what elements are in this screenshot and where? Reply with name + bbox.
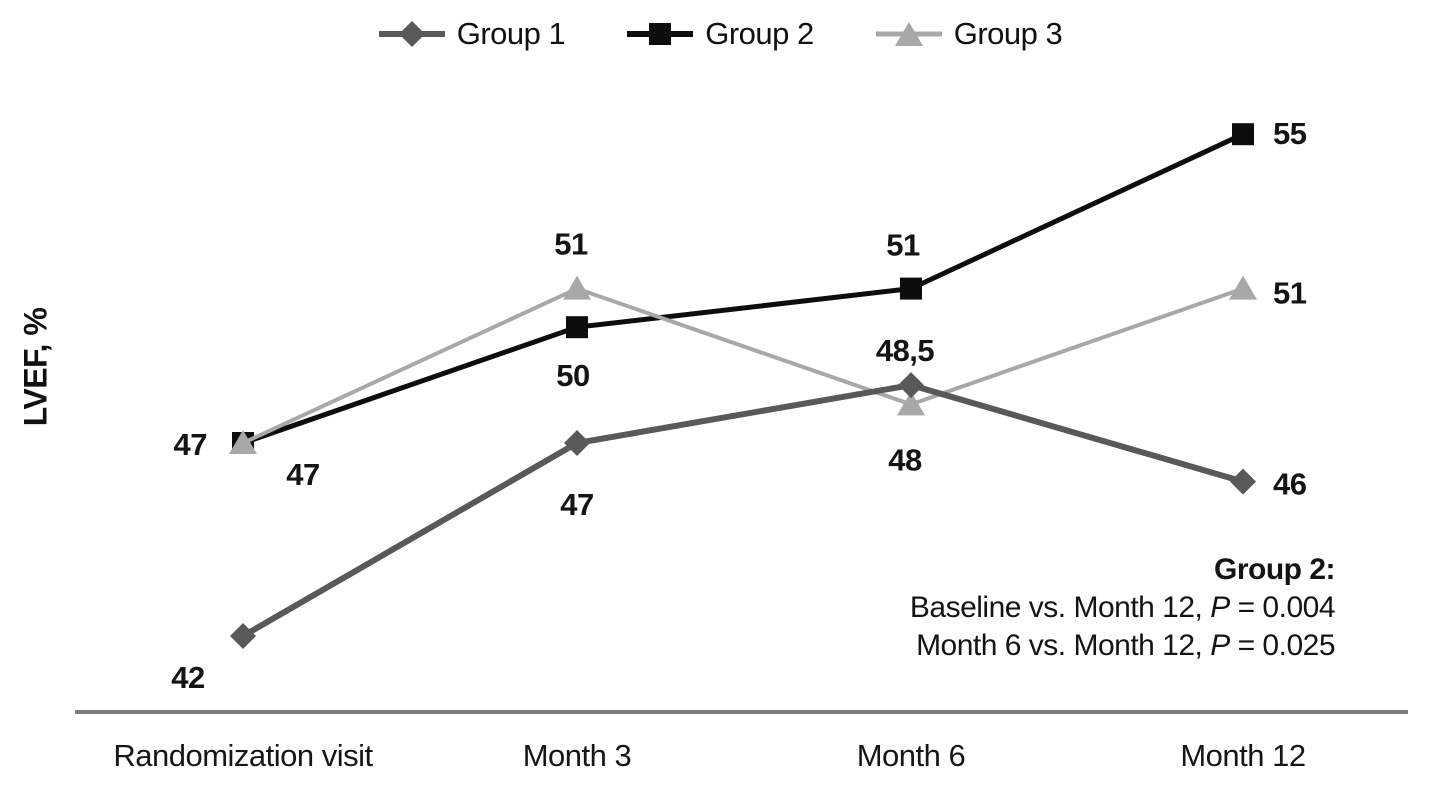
group-3-triangle-marker-icon xyxy=(875,22,942,46)
chart-legend: Group 1 Group 2 Group 3 xyxy=(0,16,1441,52)
group-3-triangle-marker xyxy=(563,275,591,300)
data-point-label-group-1: 48,5 xyxy=(876,333,935,368)
stats-annotation-line: Baseline vs. Month 12, P = 0.004 xyxy=(909,589,1336,627)
group-1-diamond-marker xyxy=(898,372,924,399)
group-1-diamond-marker xyxy=(564,430,590,456)
series-line-group-2 xyxy=(242,131,1245,446)
legend-item-group-1: Group 1 xyxy=(378,16,566,52)
group-1-diamond-marker xyxy=(1230,468,1256,495)
group-1-diamond-marker-icon xyxy=(378,21,445,47)
data-point-label-group-2: 50 xyxy=(556,358,589,393)
data-point-label-group-3: 48 xyxy=(888,442,922,477)
stats-text: Month 6 vs. Month 12, xyxy=(916,629,1211,662)
group-3-triangle-marker xyxy=(229,430,257,454)
legend-label-group-3: Group 3 xyxy=(953,16,1063,51)
group-1-diamond-marker xyxy=(230,623,256,649)
p-value: = 0.004 xyxy=(1229,591,1336,624)
p-symbol: P xyxy=(1210,629,1230,662)
legend-item-group-3: Group 3 xyxy=(875,16,1063,52)
stats-text: Baseline vs. Month 12, xyxy=(909,591,1211,624)
group-2-square-marker xyxy=(900,277,922,300)
series-line-group-1 xyxy=(241,382,1244,639)
legend-label-group-2: Group 2 xyxy=(705,16,814,51)
data-point-label-group-3: 47 xyxy=(286,457,319,492)
stats-annotation-title: Group 2: xyxy=(1214,553,1336,586)
group-2-square-marker xyxy=(566,316,588,339)
group-2-square-marker xyxy=(1232,123,1254,146)
data-point-label-group-3: 51 xyxy=(1273,276,1307,311)
group-2-square-marker-icon xyxy=(627,23,694,45)
data-point-label-group-2: 47 xyxy=(174,427,207,462)
data-point-label-group-2: 51 xyxy=(886,228,920,263)
x-axis-label: Month 12 xyxy=(1180,738,1305,773)
data-point-label-group-3: 51 xyxy=(554,227,588,262)
series-line-group-3 xyxy=(242,286,1244,445)
data-point-label-group-1: 46 xyxy=(1273,467,1307,502)
group-3-triangle-marker xyxy=(1229,275,1257,300)
x-axis-label: Month 6 xyxy=(857,738,966,773)
data-point-label-group-1: 42 xyxy=(171,660,204,695)
x-axis-label: Month 3 xyxy=(523,738,632,773)
legend-item-group-2: Group 2 xyxy=(627,16,814,52)
p-symbol: P xyxy=(1210,591,1230,624)
group-3-triangle-marker xyxy=(897,391,925,416)
stats-annotation-line: Month 6 vs. Month 12, P = 0.025 xyxy=(910,627,1335,665)
legend-label-group-1: Group 1 xyxy=(456,16,566,51)
data-point-label-group-1: 47 xyxy=(560,487,593,522)
p-value: = 0.025 xyxy=(1229,629,1336,662)
data-point-label-group-2: 55 xyxy=(1273,116,1307,151)
x-axis-label: Randomization visit xyxy=(113,738,373,773)
stats-annotation: Group 2: Baseline vs. Month 12, P = 0.00… xyxy=(909,551,1336,665)
